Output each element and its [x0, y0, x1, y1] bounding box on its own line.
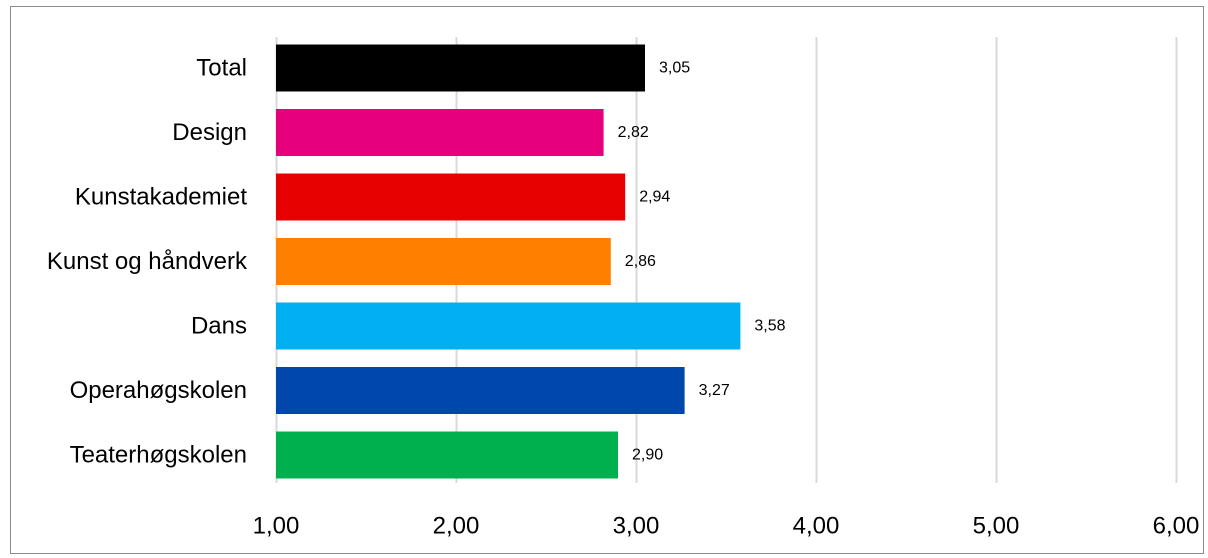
x-tick-label-2: 2,00 — [433, 513, 480, 540]
x-tick-label-1: 1,00 — [253, 513, 300, 540]
x-tick-label-4: 4,00 — [793, 513, 840, 540]
category-label-total: Total — [196, 55, 247, 82]
category-labels: Total Design Kunstakademiet Kunst og håndve… — [47, 55, 248, 469]
category-label-kunst-og-handverk: Kunst og håndverk — [47, 248, 248, 275]
x-tick-label-6: 6,00 — [1153, 513, 1200, 540]
data-label-teaterhogskolen: 2,90 — [632, 447, 663, 464]
data-label-kunstakademiet: 2,94 — [639, 189, 670, 206]
data-label-dans: 3,58 — [754, 318, 785, 335]
category-label-teaterhogskolen: Teaterhøgskolen — [70, 442, 247, 469]
bar-design — [276, 109, 604, 156]
category-label-kunstakademiet: Kunstakademiet — [75, 184, 247, 211]
bar-kunstakademiet — [276, 173, 626, 221]
bars — [276, 44, 741, 479]
x-axis-tick-labels: 1,00 2,00 3,00 4,00 5,00 6,00 — [253, 513, 1200, 540]
category-label-design: Design — [172, 119, 247, 146]
data-label-operahogskolen: 3,27 — [699, 382, 730, 399]
bar-teaterhogskolen — [276, 431, 618, 479]
data-labels: 3,05 2,82 2,94 2,86 3,58 3,27 2,90 — [618, 60, 786, 464]
bar-kunst-og-handverk — [276, 238, 611, 285]
bar-dans — [276, 302, 741, 350]
data-label-kunst-og-handverk: 2,86 — [625, 253, 656, 270]
data-label-total: 3,05 — [659, 60, 690, 77]
bar-total — [276, 44, 645, 92]
x-tick-label-3: 3,00 — [613, 513, 660, 540]
category-label-operahogskolen: Operahøgskolen — [70, 377, 247, 404]
data-label-design: 2,82 — [618, 124, 649, 141]
bar-operahogskolen — [276, 367, 685, 414]
bar-chart: Total Design Kunstakademiet Kunst og håndve… — [47, 37, 1200, 540]
chart-frame: Total Design Kunstakademiet Kunst og håndve… — [10, 6, 1204, 554]
category-label-dans: Dans — [191, 313, 247, 340]
x-tick-label-5: 5,00 — [973, 513, 1020, 540]
